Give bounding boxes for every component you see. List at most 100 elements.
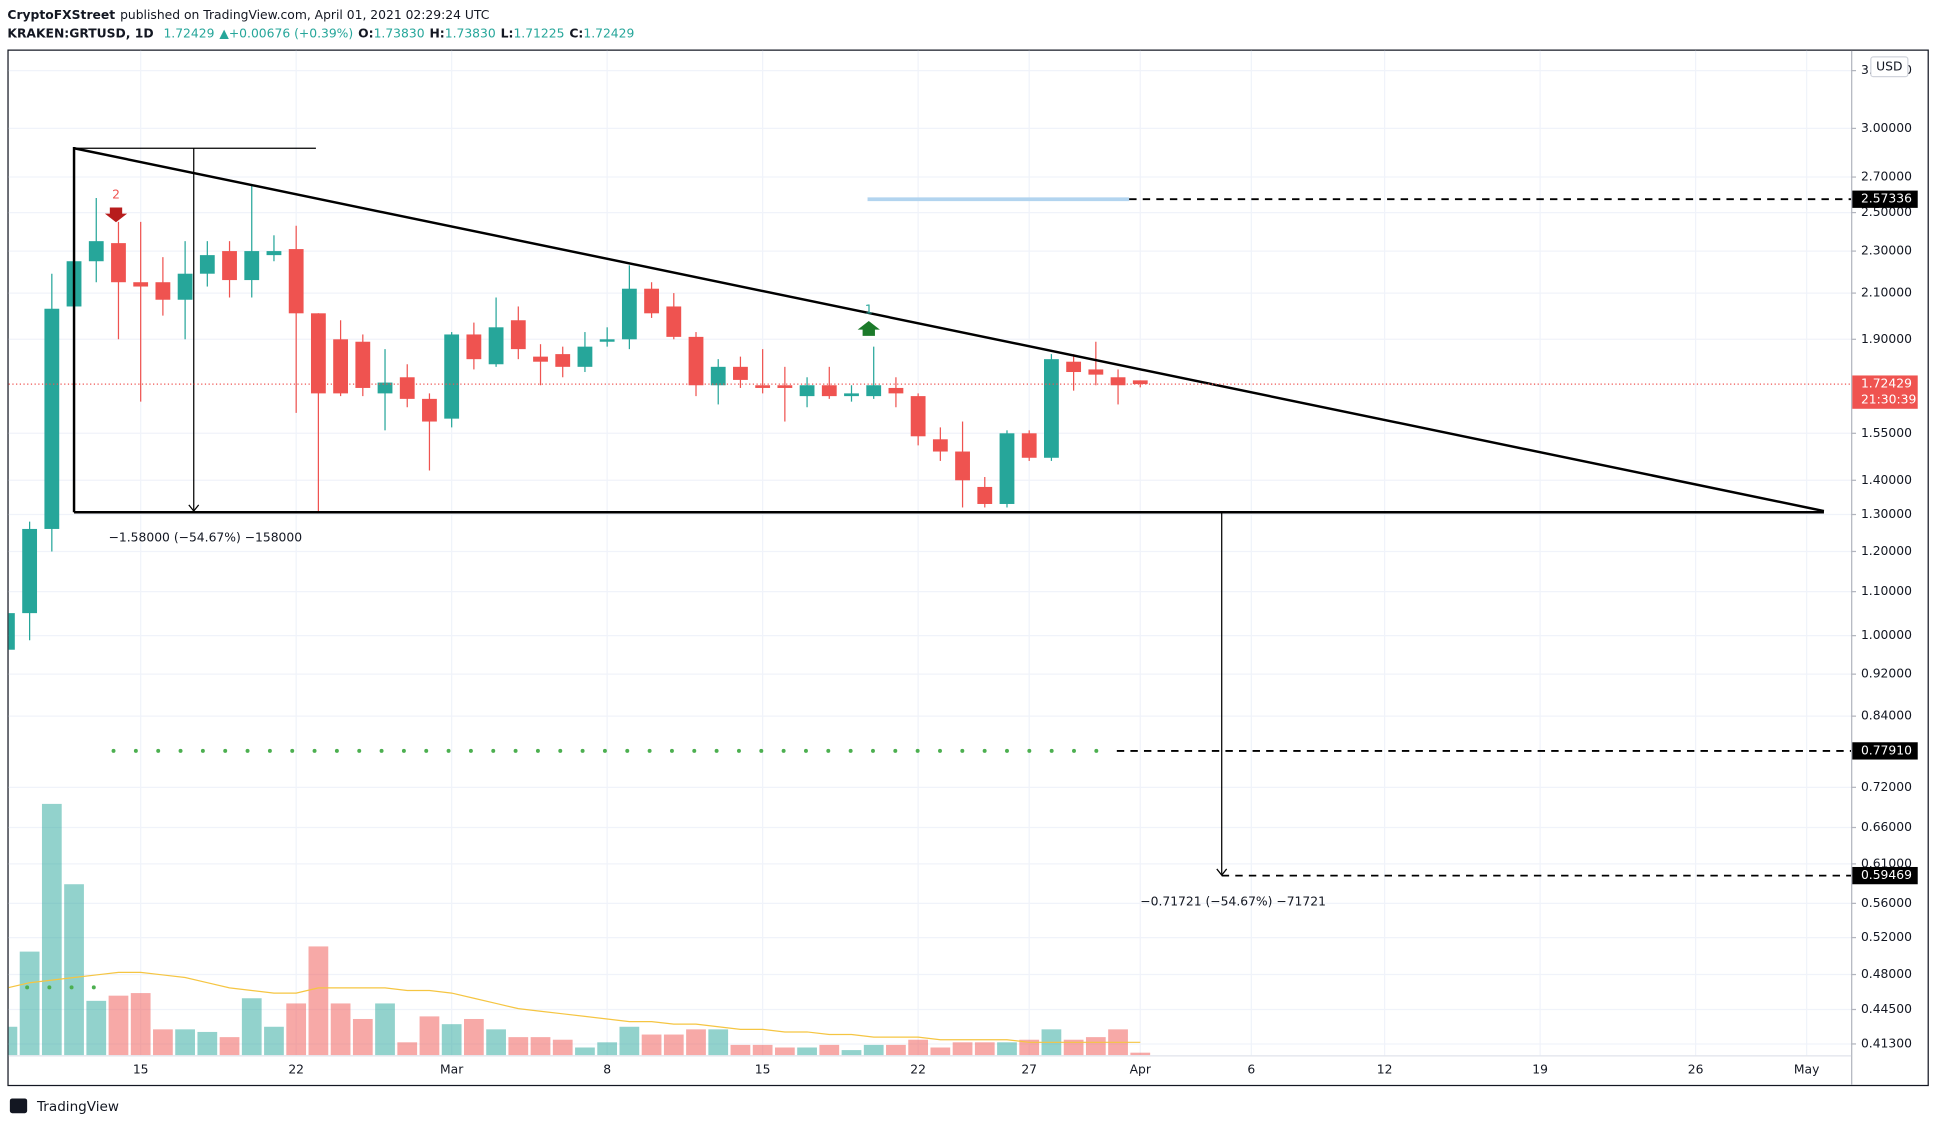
x-tick-label: 15 xyxy=(755,1063,771,1077)
volume-bar xyxy=(197,1031,218,1056)
x-tick-label: 26 xyxy=(1688,1063,1704,1077)
published: published on TradingView.com, April 01, … xyxy=(120,7,489,21)
volume-bar xyxy=(19,951,40,1056)
level-dot xyxy=(290,748,295,753)
candle-body xyxy=(133,282,149,287)
footer-text: TradingView xyxy=(36,1099,119,1115)
candle-body xyxy=(577,346,593,367)
level-dot xyxy=(669,748,674,753)
candle-body xyxy=(710,366,726,386)
candle-body xyxy=(88,241,104,262)
y-tick-label: 1.55000 xyxy=(1861,426,1912,440)
level-dot xyxy=(982,748,987,753)
candle-body xyxy=(1044,359,1059,458)
level-dot xyxy=(267,748,272,753)
level-dot xyxy=(468,748,473,753)
y-tick-label: 3.00000 xyxy=(1861,121,1912,135)
y-tick-label: 2.30000 xyxy=(1861,244,1912,258)
level-dot xyxy=(245,748,250,753)
candle-body xyxy=(1132,380,1148,385)
y-tick-label: 0.48000 xyxy=(1861,967,1912,981)
level-dot xyxy=(1027,748,1032,753)
dot xyxy=(25,985,30,990)
dot xyxy=(69,985,74,990)
volume-bar xyxy=(863,1044,884,1056)
level-label: 2.57336 xyxy=(1861,192,1912,206)
y-tick-label: 0.84000 xyxy=(1861,709,1912,723)
x-tick-label: 22 xyxy=(288,1063,304,1077)
candle-body xyxy=(1066,361,1082,373)
level-dot xyxy=(111,748,116,753)
candle-body xyxy=(621,288,637,340)
candle-body xyxy=(977,486,993,504)
volume-bar xyxy=(575,1047,595,1056)
level-dot xyxy=(178,748,183,753)
volume-bar xyxy=(752,1044,773,1056)
volume-bar xyxy=(86,1000,107,1056)
candle-body xyxy=(22,528,38,614)
x-tick-label: 12 xyxy=(1377,1063,1393,1077)
x-tick-label: 19 xyxy=(1532,1063,1548,1077)
volume-bar xyxy=(130,993,151,1056)
level-dot xyxy=(692,748,697,753)
volume-bar xyxy=(819,1044,840,1056)
sell-arrow xyxy=(104,207,128,223)
volume-bar xyxy=(486,1029,506,1056)
volume-bar xyxy=(352,1018,373,1056)
symbol: KRAKEN:GRTUSD, 1D xyxy=(7,26,153,40)
footer-logo: TradingView xyxy=(9,1098,119,1115)
level-dot xyxy=(401,748,406,753)
dot xyxy=(91,985,96,990)
level-dot xyxy=(1005,748,1009,753)
author: CryptoFXStreet xyxy=(7,7,115,21)
level-dot xyxy=(826,748,831,753)
level-box xyxy=(1852,742,1918,760)
y-tick-label: 1.30000 xyxy=(1861,507,1912,521)
ohlc-value: 1.73830 xyxy=(445,26,496,40)
candle-body xyxy=(755,385,771,388)
candle-body xyxy=(310,313,326,394)
volume-bar xyxy=(1085,1037,1106,1056)
level-dot xyxy=(781,748,786,753)
volume-bar xyxy=(8,1026,18,1056)
ohlc-label: H: xyxy=(429,26,444,40)
level-dot xyxy=(156,748,161,753)
ohlc-label: O: xyxy=(358,26,373,40)
volume-bar xyxy=(175,1029,195,1056)
buy-arrow xyxy=(857,321,880,336)
volume-bar xyxy=(841,1050,862,1056)
level-dot xyxy=(558,748,563,753)
volume-bar xyxy=(219,1037,240,1056)
y-tick-label: 2.50000 xyxy=(1861,205,1912,219)
candle-body xyxy=(377,382,393,394)
header-line: KRAKEN:GRTUSD, 1D 1.72429 ▲+0.00676 (+0.39… xyxy=(7,26,634,40)
candle-body xyxy=(488,327,504,365)
volume-bar xyxy=(1063,1039,1084,1056)
y-tick-label: 1.20000 xyxy=(1861,544,1912,558)
y-tick-label: 1.00000 xyxy=(1861,628,1912,642)
level-dot xyxy=(736,748,741,753)
y-tick-label: 2.70000 xyxy=(1861,170,1912,184)
candle-body xyxy=(444,334,460,419)
volume-bar xyxy=(663,1034,684,1056)
x-tick-label: Mar xyxy=(440,1063,464,1077)
volume-bar xyxy=(108,995,129,1056)
drawings: −1.58000 (−54.67%) −158000 −0.71721 (−54… xyxy=(8,147,1852,990)
y-tick-label: 0.44500 xyxy=(1861,1002,1912,1016)
level-dot xyxy=(357,748,362,753)
level-dot xyxy=(223,748,228,753)
signal-label: 2 xyxy=(112,188,120,202)
level-dot xyxy=(535,748,540,753)
logo-icon xyxy=(9,1098,28,1114)
y-tick-label: 1.90000 xyxy=(1861,332,1912,346)
candle-body xyxy=(777,385,793,388)
level-dot xyxy=(938,748,942,753)
candle-body xyxy=(333,339,349,394)
dot xyxy=(47,985,52,990)
candle-body xyxy=(288,249,304,314)
volume-bar xyxy=(41,803,62,1056)
level-label: 0.77910 xyxy=(1861,743,1912,757)
y-tick-label: 0.56000 xyxy=(1861,896,1912,910)
measure-label: −1.58000 (−54.67%) −158000 xyxy=(109,531,303,545)
candle-body xyxy=(466,334,482,360)
